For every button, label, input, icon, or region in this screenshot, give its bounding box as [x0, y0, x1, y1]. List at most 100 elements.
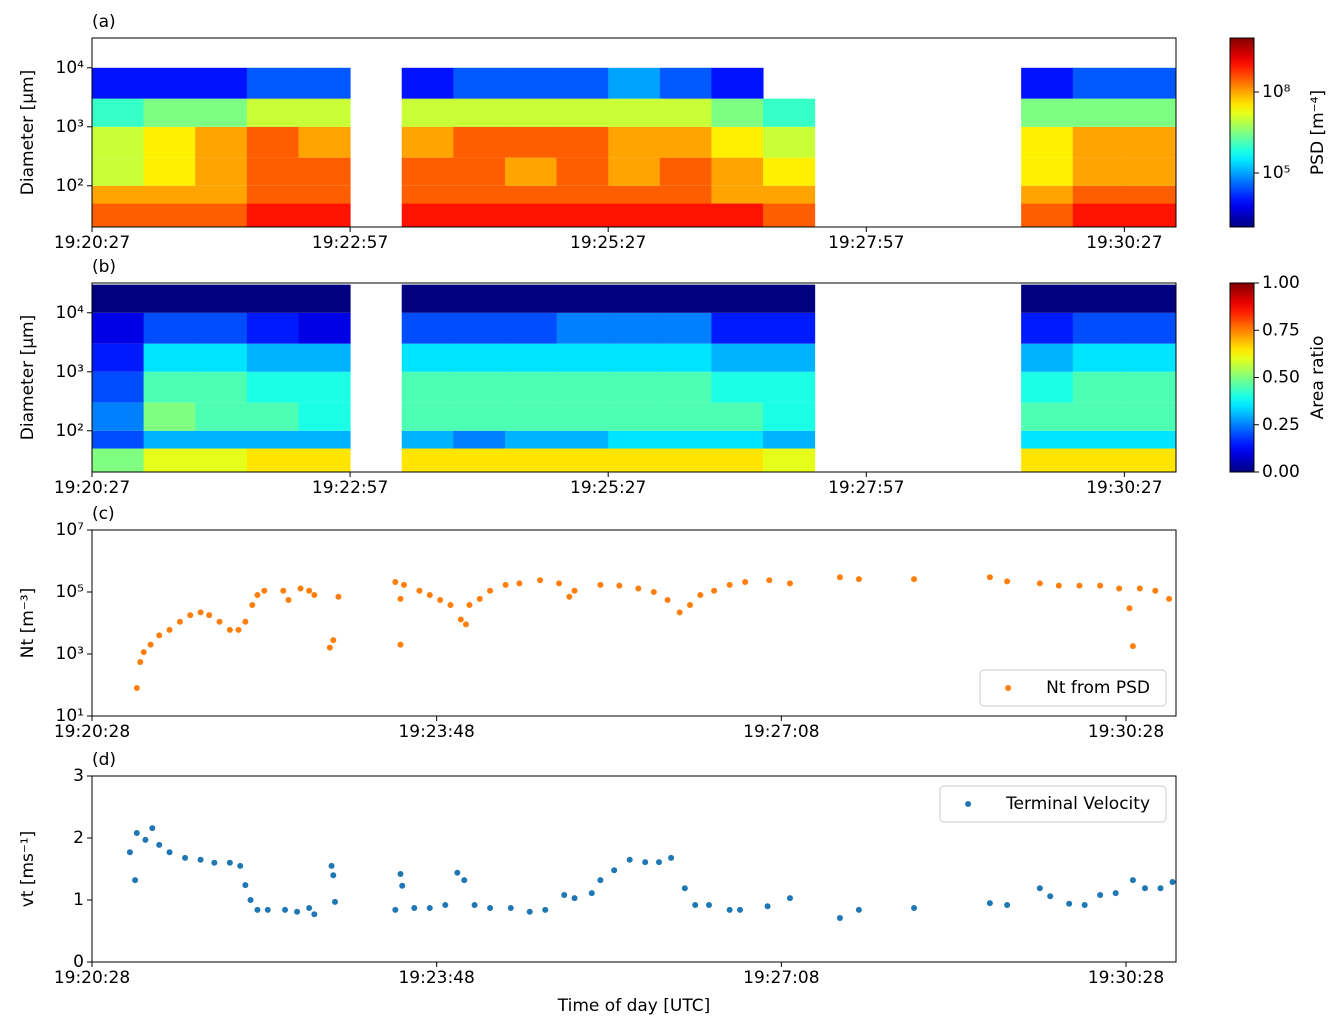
scatter-point — [226, 626, 233, 633]
heatmap-cell — [504, 203, 558, 227]
scatter-point — [855, 906, 862, 913]
heatmap-cell — [504, 98, 558, 127]
scatter-point — [147, 641, 154, 648]
colorbar-label: PSD [m⁻⁴] — [1308, 90, 1328, 175]
scatter-point — [1097, 892, 1104, 899]
heatmap-cell — [401, 430, 454, 449]
scatter-point — [611, 867, 618, 874]
heatmap-cell — [1124, 203, 1177, 227]
heatmap-cell — [504, 157, 558, 186]
legend: Nt from PSD — [979, 669, 1167, 707]
heatmap-cell — [143, 203, 196, 227]
y-tick-label: 10⁴ — [56, 58, 85, 78]
heatmap-cell — [659, 157, 712, 186]
scatter-point — [1166, 595, 1173, 602]
scatter-point — [156, 632, 163, 639]
heatmap-cell — [504, 371, 558, 403]
heatmap-cell — [143, 430, 196, 449]
heatmap-cell — [298, 430, 351, 449]
y-tick-label: 0 — [73, 952, 84, 972]
heatmap-cell — [298, 157, 351, 186]
scatter-point — [588, 890, 595, 897]
scatter-point — [507, 905, 514, 912]
y-tick-label: 10⁷ — [56, 520, 85, 540]
heatmap-cell — [246, 126, 299, 158]
heatmap-cell — [195, 343, 248, 372]
scatter-point — [766, 577, 773, 584]
heatmap-cell — [1021, 157, 1074, 186]
heatmap-cell — [763, 371, 816, 403]
scatter-point — [197, 856, 204, 863]
heatmap-cell — [1072, 185, 1125, 204]
x-tick-label: 19:22:57 — [312, 478, 388, 498]
heatmap-cell — [556, 430, 609, 449]
heatmap-cell — [246, 67, 299, 99]
scatter-point — [911, 576, 918, 583]
heatmap-cell — [1021, 284, 1074, 313]
scatter-point — [306, 905, 313, 912]
heatmap-cell — [401, 284, 454, 313]
heatmap-cell — [453, 430, 506, 449]
scatter-point — [476, 595, 483, 602]
scatter-point — [1129, 877, 1136, 884]
scatter-point — [571, 587, 578, 594]
heatmap-cell — [298, 371, 351, 403]
heatmap-cell — [1021, 371, 1074, 403]
scatter-point — [254, 592, 261, 599]
heatmap-cell — [298, 126, 351, 158]
heatmap-cell — [92, 312, 145, 344]
scatter-point — [237, 862, 244, 869]
heatmap-cell — [401, 203, 454, 227]
heatmap-cell — [763, 430, 816, 449]
heatmap-cell — [659, 312, 712, 344]
colorbar — [1229, 282, 1255, 473]
y-tick-label: 10⁵ — [56, 582, 84, 602]
heatmap-cell — [556, 312, 609, 344]
heatmap-cell — [453, 203, 506, 227]
scatter-point — [764, 903, 771, 910]
scatter-point — [454, 869, 461, 876]
heatmap-cell — [143, 312, 196, 344]
y-tick-label: 1 — [73, 890, 84, 910]
heatmap-cell — [608, 157, 661, 186]
heatmap-cell — [246, 448, 299, 472]
scatter-point — [836, 574, 843, 581]
scatter-point — [126, 849, 133, 856]
heatmap-cell — [556, 203, 609, 227]
y-tick-label: 2 — [73, 828, 84, 848]
x-tick-label: 19:20:27 — [54, 478, 130, 498]
heatmap-cell — [763, 312, 816, 344]
scatter-point — [681, 885, 688, 892]
heatmap-cell — [504, 284, 558, 313]
scatter-point — [1169, 879, 1176, 886]
scatter-point — [1112, 890, 1119, 897]
heatmap-cell — [246, 312, 299, 344]
heatmap-cell — [195, 126, 248, 158]
legend-marker — [1005, 685, 1012, 691]
heatmap-cell — [608, 98, 661, 127]
scatter-point — [392, 906, 399, 913]
scatter-point — [626, 856, 633, 863]
heatmap-cell — [1072, 448, 1125, 472]
scatter-point — [166, 849, 173, 856]
heatmap-cell — [504, 402, 558, 431]
scatter-point — [1076, 582, 1083, 589]
heatmap-cell — [763, 448, 816, 472]
heatmap-cell — [453, 67, 506, 99]
heatmap-cell — [556, 98, 609, 127]
heatmap-cell — [143, 343, 196, 372]
scatter-point — [650, 589, 657, 595]
panel-label: (a) — [92, 12, 116, 32]
scatter-point — [132, 877, 139, 884]
heatmap-cell — [246, 284, 299, 313]
heatmap-cell — [401, 98, 454, 127]
scatter-point — [397, 641, 404, 648]
heatmap-cell — [608, 312, 661, 344]
scatter-point — [1116, 585, 1123, 592]
scatter-point — [1036, 885, 1043, 892]
scatter-point — [1066, 900, 1073, 907]
heatmap-cell — [92, 203, 145, 227]
heatmap-cell — [1124, 157, 1177, 186]
scatter-point — [140, 649, 147, 656]
